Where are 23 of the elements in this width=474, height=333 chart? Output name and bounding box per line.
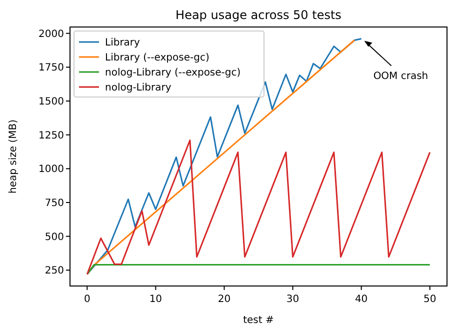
- y-tick-label: 1500: [38, 96, 64, 108]
- legend-label: Library (--expose-gc): [105, 52, 210, 64]
- x-tick-label: 50: [423, 294, 436, 305]
- x-tick-label: 40: [354, 294, 368, 305]
- y-tick-label: 750: [44, 198, 64, 210]
- chart-title: Heap usage across 50 tests: [176, 8, 342, 22]
- x-tick-label: 20: [218, 294, 231, 305]
- y-tick-label: 1750: [38, 62, 64, 74]
- y-tick-label: 500: [44, 232, 64, 243]
- x-tick-label: 30: [286, 294, 300, 305]
- legend-label: nolog-Library: [105, 82, 172, 94]
- line-series: [86, 140, 431, 275]
- annotation: OOM crash: [373, 70, 428, 82]
- y-tick-label: 1250: [38, 130, 64, 142]
- x-axis-title: test #: [243, 315, 274, 326]
- legend-label: Library: [105, 38, 140, 48]
- x-tick-label: 0: [84, 294, 90, 305]
- y-tick-label: 250: [44, 266, 64, 277]
- y-tick-label: 2000: [38, 28, 64, 40]
- y-axis-title: heap size (MB): [8, 119, 19, 194]
- y-tick-label: 1000: [38, 164, 64, 176]
- legend-label: nolog-Library (--expose-gc): [105, 68, 241, 78]
- x-tick-label: 10: [149, 294, 162, 305]
